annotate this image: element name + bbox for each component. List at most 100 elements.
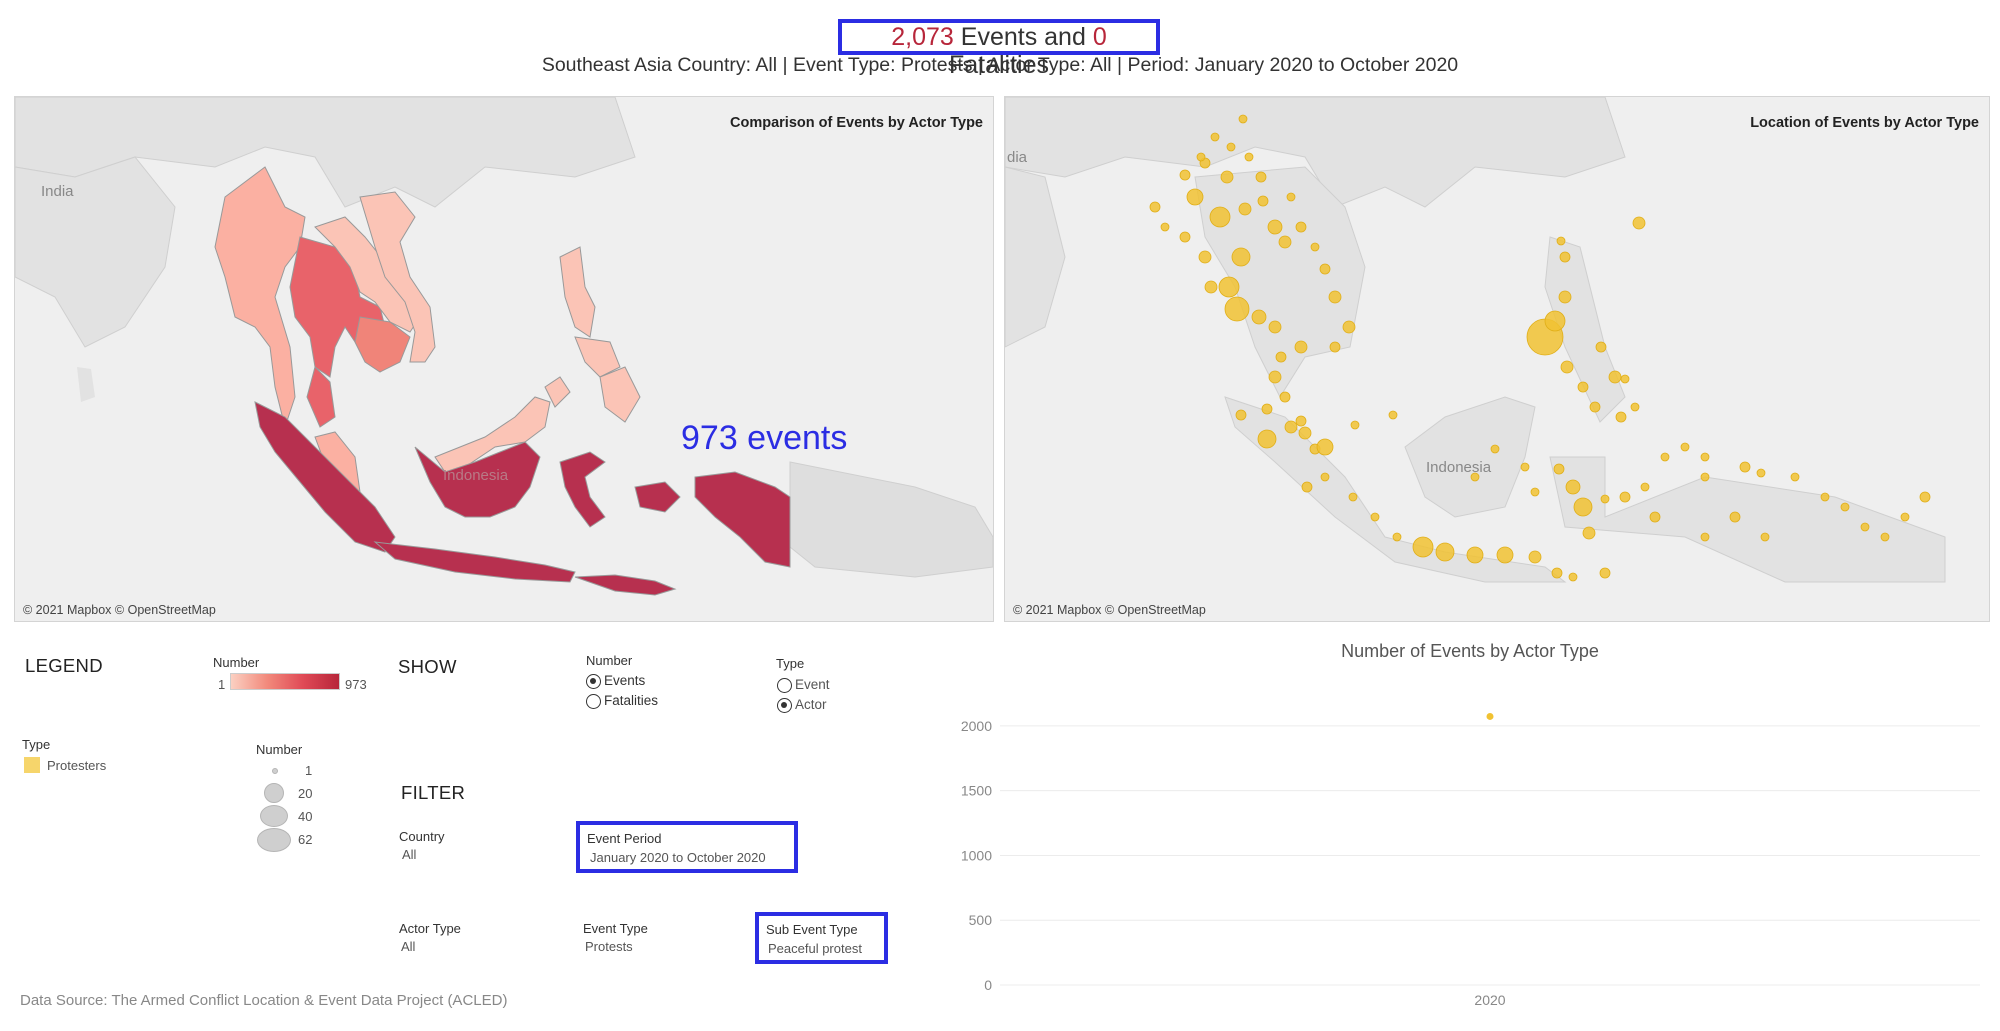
event-dot[interactable]	[1680, 442, 1690, 452]
event-dot[interactable]	[1238, 114, 1248, 124]
event-dot[interactable]	[1320, 472, 1330, 482]
show-type-event-option[interactable]: Event	[777, 675, 830, 695]
event-dot[interactable]	[1919, 491, 1931, 503]
event-dot[interactable]	[1700, 452, 1710, 462]
filter-country-value[interactable]: All	[402, 847, 417, 862]
event-dot[interactable]	[1544, 310, 1566, 332]
event-dot[interactable]	[1261, 403, 1273, 415]
event-dot[interactable]	[1435, 542, 1455, 562]
event-dot[interactable]	[1198, 250, 1212, 264]
event-dot[interactable]	[1900, 512, 1910, 522]
event-dot[interactable]	[1275, 351, 1287, 363]
filter-sub-event-type-value[interactable]: Peaceful protest	[768, 941, 862, 956]
map-credit[interactable]: © 2021 Mapbox © OpenStreetMap	[1013, 603, 1206, 617]
event-dot[interactable]	[1257, 429, 1277, 449]
event-dot[interactable]	[1251, 309, 1267, 325]
event-dot[interactable]	[1231, 247, 1251, 267]
event-dot[interactable]	[1756, 468, 1766, 478]
event-dot[interactable]	[1294, 340, 1308, 354]
event-dot[interactable]	[1267, 219, 1283, 235]
event-dot[interactable]	[1186, 188, 1204, 206]
event-dot[interactable]	[1729, 511, 1741, 523]
event-dot[interactable]	[1528, 550, 1542, 564]
radio-actor[interactable]	[777, 697, 792, 713]
event-dot[interactable]	[1820, 492, 1830, 502]
event-dot[interactable]	[1589, 401, 1601, 413]
events-by-actor-chart[interactable]: 0 500 1000 1500 2000 2020	[940, 690, 1990, 1010]
event-dot[interactable]	[1700, 472, 1710, 482]
event-dot[interactable]	[1244, 152, 1254, 162]
event-dot[interactable]	[1209, 206, 1231, 228]
event-dot[interactable]	[1278, 235, 1292, 249]
choropleth-map[interactable]: Comparison of Events by Actor Type India…	[14, 96, 994, 622]
filter-sub-event-type[interactable]: Sub Event Type Peaceful protest	[755, 912, 888, 964]
event-dot[interactable]	[1268, 370, 1282, 384]
event-dot[interactable]	[1568, 572, 1578, 582]
event-dot[interactable]	[1284, 420, 1298, 434]
event-dot[interactable]	[1577, 381, 1589, 393]
event-dot[interactable]	[1301, 481, 1313, 493]
event-dot[interactable]	[1560, 360, 1574, 374]
event-dot[interactable]	[1319, 263, 1331, 275]
filter-actor-type[interactable]: Actor Type All	[399, 921, 461, 954]
event-dot[interactable]	[1370, 512, 1380, 522]
event-dot[interactable]	[1619, 491, 1631, 503]
event-dot[interactable]	[1316, 438, 1334, 456]
event-dot[interactable]	[1739, 461, 1751, 473]
event-dot[interactable]	[1649, 511, 1661, 523]
event-dot[interactable]	[1179, 169, 1191, 181]
event-dot[interactable]	[1860, 522, 1870, 532]
radio-events[interactable]	[586, 673, 601, 689]
event-dot[interactable]	[1224, 296, 1250, 322]
event-dot[interactable]	[1286, 192, 1296, 202]
event-dot[interactable]	[1255, 171, 1267, 183]
event-dot[interactable]	[1149, 201, 1161, 213]
event-dot[interactable]	[1310, 242, 1320, 252]
event-dot[interactable]	[1565, 479, 1581, 495]
filter-event-type[interactable]: Event Type Protests	[583, 921, 648, 954]
event-dot[interactable]	[1298, 426, 1312, 440]
event-dot[interactable]	[1295, 221, 1307, 233]
event-dot[interactable]	[1329, 341, 1341, 353]
event-dot[interactable]	[1520, 462, 1530, 472]
show-type-actor-option[interactable]: Actor	[777, 695, 830, 715]
event-dot[interactable]	[1279, 391, 1291, 403]
event-dot[interactable]	[1790, 472, 1800, 482]
event-dot[interactable]	[1238, 202, 1252, 216]
filter-country[interactable]: Country All	[399, 829, 445, 862]
event-dot[interactable]	[1268, 320, 1282, 334]
event-dot[interactable]	[1257, 195, 1269, 207]
radio-event[interactable]	[777, 677, 792, 693]
map-credit[interactable]: © 2021 Mapbox © OpenStreetMap	[23, 603, 216, 617]
event-dot[interactable]	[1700, 532, 1710, 542]
event-dot[interactable]	[1204, 280, 1218, 294]
event-dot[interactable]	[1342, 320, 1356, 334]
event-dot[interactable]	[1235, 409, 1247, 421]
event-dot[interactable]	[1466, 546, 1484, 564]
event-dot[interactable]	[1226, 142, 1236, 152]
event-dot[interactable]	[1412, 536, 1434, 558]
event-dot[interactable]	[1760, 532, 1770, 542]
event-dot[interactable]	[1160, 222, 1170, 232]
event-dot[interactable]	[1559, 251, 1571, 263]
event-dot[interactable]	[1220, 170, 1234, 184]
radio-fatalities[interactable]	[586, 693, 601, 709]
data-point[interactable]	[1486, 712, 1494, 720]
event-dot[interactable]	[1470, 472, 1480, 482]
event-dot[interactable]	[1632, 216, 1646, 230]
event-dot[interactable]	[1640, 482, 1650, 492]
event-dot[interactable]	[1880, 532, 1890, 542]
show-number-events-option[interactable]: Events	[586, 671, 658, 691]
event-dot[interactable]	[1490, 444, 1500, 454]
event-dot[interactable]	[1620, 374, 1630, 384]
event-dot[interactable]	[1558, 290, 1572, 304]
event-dot[interactable]	[1556, 236, 1566, 246]
event-dot[interactable]	[1840, 502, 1850, 512]
event-dot[interactable]	[1348, 492, 1358, 502]
filter-event-period-value[interactable]: January 2020 to October 2020	[590, 850, 766, 865]
event-dot[interactable]	[1210, 132, 1220, 142]
event-dot[interactable]	[1608, 370, 1622, 384]
event-dot[interactable]	[1196, 152, 1206, 162]
filter-event-type-value[interactable]: Protests	[585, 939, 633, 954]
events-location-map[interactable]: Location of Events by Actor Type dia Ind…	[1004, 96, 1990, 622]
